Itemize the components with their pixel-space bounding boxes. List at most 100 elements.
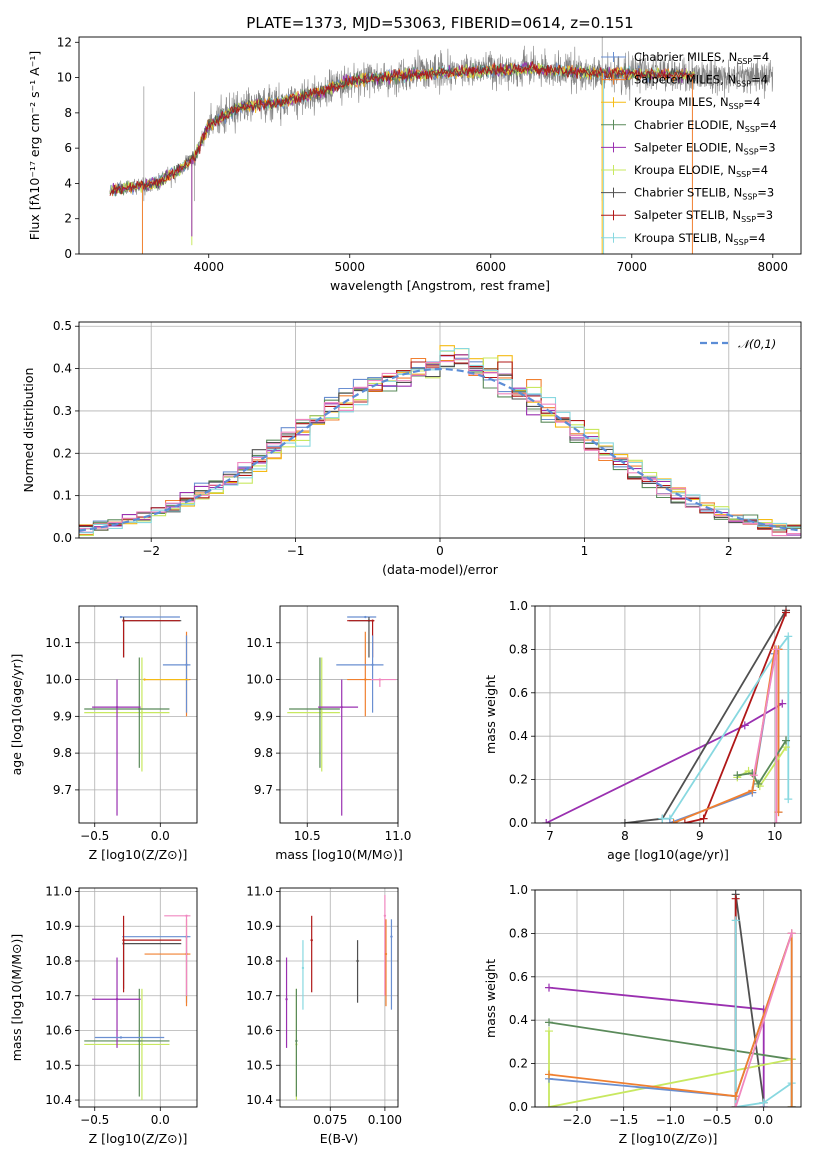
- x-axis-label: mass [log10(M/M⊙)]: [275, 847, 403, 862]
- weight-marker: [754, 779, 763, 788]
- errorbar-point: [287, 657, 340, 772]
- errorbar-point: [122, 915, 182, 993]
- weight-marker: [545, 1103, 553, 1107]
- y-tick-label: 2: [64, 212, 72, 226]
- spectrum-title: PLATE=1373, MJD=53063, FIBERID=0614, z=0…: [246, 14, 633, 32]
- y-tick-label: 9.9: [254, 709, 273, 723]
- weight-marker: [778, 699, 787, 708]
- y-tick-label: 10.9: [45, 919, 72, 933]
- plot-area: [542, 606, 793, 823]
- errorbar-marker: [119, 1036, 123, 1039]
- weight-marker: [749, 771, 758, 780]
- normal-distribution-curve: [79, 367, 801, 532]
- errorbar-marker: [364, 678, 367, 681]
- errorbar-marker: [378, 678, 382, 681]
- y-tick-label: 10.9: [246, 919, 273, 933]
- y-tick-label: 10.8: [246, 954, 273, 968]
- x-tick-label: 6000: [475, 260, 506, 274]
- errorbar-point: [94, 1036, 165, 1039]
- x-tick-label: 0.0: [151, 1113, 170, 1127]
- x-tick-label: 8: [621, 829, 629, 843]
- errorbar-point: [384, 919, 388, 1007]
- y-axis-label: mass weight: [483, 959, 498, 1038]
- y-tick-label: 10.5: [45, 1058, 72, 1072]
- errorbar-marker: [138, 707, 141, 711]
- errorbar-point: [318, 679, 359, 816]
- x-tick-label: 10: [767, 829, 782, 843]
- weight-marker: [731, 916, 740, 925]
- residual-histogram-panel: −2 −1 0 1 2 0.0 0.1 0.2 0.3 0.4 0.5 (data-model)/er…: [21, 319, 802, 577]
- y-tick-label: 9.7: [254, 783, 273, 797]
- y-tick-label: 11.0: [246, 884, 273, 898]
- y-tick-label: 10.1: [246, 636, 273, 650]
- x-tick-label: −1.0: [656, 1113, 685, 1127]
- model-spectrum-line: [109, 61, 696, 196]
- y-tick-label: 11.0: [45, 884, 72, 898]
- legend-entry-label: Kroupa STELIB, NSSP=4: [634, 231, 765, 247]
- weight-marker: [787, 929, 796, 938]
- weight-marker: [733, 771, 742, 780]
- y-axis-label: Flux [fλ10⁻¹⁷ erg cm⁻² s⁻¹ A⁻¹]: [27, 51, 42, 240]
- y-axis-label: Normed distribution: [21, 368, 36, 493]
- x-tick-label: 5000: [334, 260, 365, 274]
- y-tick-label: 10.4: [45, 1093, 72, 1107]
- legend-entry-label: Chabrier STELIB, NSSP=3: [634, 186, 774, 202]
- y-tick-label: 0.0: [53, 531, 72, 545]
- y-tick-label: 9.9: [53, 709, 72, 723]
- errorbar-marker: [310, 938, 313, 942]
- errorbar-point: [122, 940, 182, 989]
- errorbar-point: [119, 615, 180, 619]
- weight-series-line: [624, 609, 787, 823]
- errorbar-point: [164, 914, 191, 996]
- x-tick-label: 10.5: [294, 829, 321, 843]
- weight-marker: [545, 983, 553, 992]
- errorbar-marker: [122, 938, 125, 942]
- legend-entry-label: Salpeter ELODIE, NSSP=3: [634, 140, 776, 156]
- axes-frame: [279, 887, 399, 1108]
- weight-marker: [782, 608, 791, 617]
- legend-entry-label: Chabrier MILES, NSSP=4: [634, 50, 769, 66]
- x-tick-label: 7000: [617, 260, 648, 274]
- grid: [280, 606, 399, 823]
- grid: [79, 606, 197, 823]
- grid: [79, 888, 197, 1107]
- grid: [535, 605, 801, 824]
- errorbar-point: [84, 657, 170, 772]
- errorbar-point: [144, 631, 191, 717]
- x-tick-label: −1.5: [609, 1113, 638, 1127]
- y-tick-label: 0.4: [53, 362, 72, 376]
- errorbar-marker: [364, 615, 367, 619]
- errorbar-marker: [301, 966, 305, 970]
- y-tick-label: 0.1: [53, 489, 72, 503]
- y-tick-label: 9.7: [53, 783, 72, 797]
- weight-marker: [740, 721, 749, 730]
- errorbar-point: [162, 635, 191, 713]
- weight-marker: [545, 1018, 553, 1027]
- x-tick-label: −0.5: [80, 829, 109, 843]
- axes-frame: [534, 605, 802, 824]
- y-tick-label: 0.2: [509, 773, 528, 787]
- weight-marker: [784, 795, 793, 804]
- weight-series-line: [548, 932, 793, 1107]
- weight-series-line: [734, 933, 793, 1107]
- x-tick-label: 0: [436, 544, 444, 558]
- plot-area: [287, 615, 397, 816]
- errorbar-marker: [140, 1043, 144, 1046]
- errorbar-point: [92, 957, 141, 1048]
- x-tick-label: 8000: [758, 260, 789, 274]
- x-tick-label: 0.100: [368, 1113, 402, 1127]
- mass-vs-extinction-panel: 0.075 0.100 10.4 10.5 10.6 10.7 10.8 10.9 11.0 E(…: [246, 884, 402, 1146]
- y-axis-label: mass [log10(M/M⊙)]: [9, 934, 24, 1062]
- x-axis-label: (data-model)/error: [382, 562, 499, 577]
- legend-entry-label: 𝒩(0,1): [738, 337, 776, 351]
- y-tick-label: 0.2: [53, 446, 72, 460]
- errorbar-point: [295, 988, 298, 1097]
- y-tick-label: 10.5: [246, 1058, 273, 1072]
- x-tick-label: 0.0: [151, 829, 170, 843]
- errorbar-marker: [122, 619, 125, 622]
- x-tick-label: 11.0: [385, 829, 412, 843]
- weight-marker: [787, 1103, 796, 1107]
- errorbar-marker: [185, 914, 188, 918]
- y-tick-label: 10.7: [246, 989, 273, 1003]
- y-tick-label: 12: [57, 35, 72, 49]
